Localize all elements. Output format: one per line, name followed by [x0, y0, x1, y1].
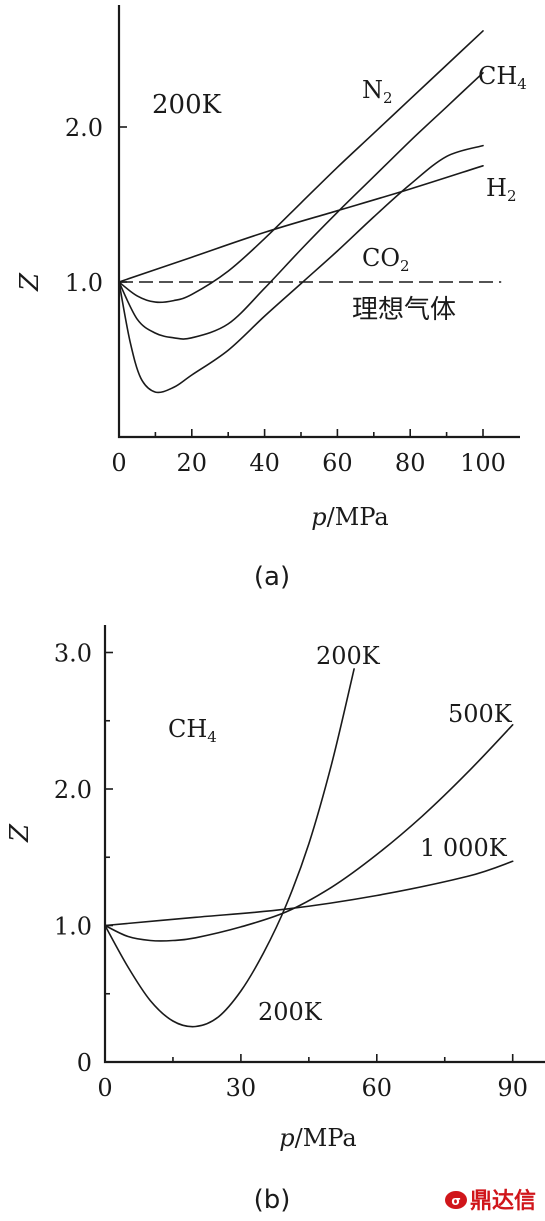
chart-a-x-axis-label: p/MPa	[311, 503, 388, 531]
chart-b-gas-annotation: CH4	[168, 715, 217, 746]
chart-b-x-tick-label: 60	[362, 1074, 393, 1102]
chart-a-caption: (a)	[254, 562, 290, 592]
series-500k-label: 500K	[448, 700, 513, 728]
chart-a-axes	[117, 5, 520, 439]
chart-b-x-tick-label: 0	[97, 1074, 112, 1102]
series-ch4-label: CH4	[478, 62, 527, 93]
series-1000k-line	[104, 860, 514, 927]
series-200k-label: 200K	[258, 998, 323, 1026]
chart-a-x-tick-label: 80	[395, 449, 426, 477]
chart-b-y-tick-label: 0	[77, 1049, 92, 1077]
chart-a-x-tick-label: 40	[249, 449, 280, 477]
chart-b-y-tick-label: 1.0	[54, 913, 92, 941]
series-h2-line	[118, 165, 484, 283]
chart-a-x-tick-label: 100	[460, 449, 506, 477]
series-n2-label: N2	[362, 76, 393, 107]
chart-a: 0 20 40 60 80 100 1.0 2.0 理想气体 N2 CH4 CO2 H2 200K Z…	[15, 5, 527, 592]
chart-b-caption: (b)	[254, 1185, 291, 1215]
chart-a-x-tick-label: 20	[177, 449, 208, 477]
watermark-text: 鼎达信	[470, 1188, 536, 1214]
ideal-gas-label: 理想气体	[352, 295, 456, 325]
chart-b-x-axis-label: p/MPa	[279, 1124, 356, 1152]
series-200k-label: 200K	[316, 642, 381, 670]
chart-b-y-tick-label: 2.0	[54, 776, 92, 804]
watermark: σ 鼎达信	[445, 1188, 536, 1214]
chart-a-y-tick-label: 1.0	[65, 269, 103, 297]
chart-b-x-tick-label: 30	[226, 1074, 257, 1102]
series-500k-line	[104, 724, 514, 942]
series-co2-line	[118, 144, 484, 394]
series-1000k-label: 1 000K	[420, 834, 508, 862]
series-co2-label: CO2	[362, 244, 410, 275]
series-h2-label: H2	[486, 174, 516, 205]
chart-a-y-tick-label: 2.0	[65, 114, 103, 142]
chart-a-y-axis-label: Z	[15, 272, 45, 292]
chart-a-x-tick-label: 60	[322, 449, 353, 477]
series-ch4-line	[118, 72, 484, 340]
chart-b-y-tick-label: 3.0	[54, 640, 92, 668]
series-n2-line	[118, 30, 484, 304]
chart-b: 0 30 60 90 0 1.0 2.0 3.0 200K 200K 500K 1 000K CH4…	[5, 625, 545, 1215]
svg-text:σ: σ	[451, 1194, 460, 1208]
series-200k-line	[104, 668, 355, 1028]
chart-b-x-tick-label: 90	[497, 1074, 528, 1102]
chart-b-y-axis-label: Z	[5, 823, 35, 843]
chart-a-x-tick-label: 0	[111, 449, 126, 477]
dingdaxin-logo-icon: σ	[445, 1191, 467, 1209]
chart-a-temperature-annotation: 200K	[152, 90, 222, 120]
